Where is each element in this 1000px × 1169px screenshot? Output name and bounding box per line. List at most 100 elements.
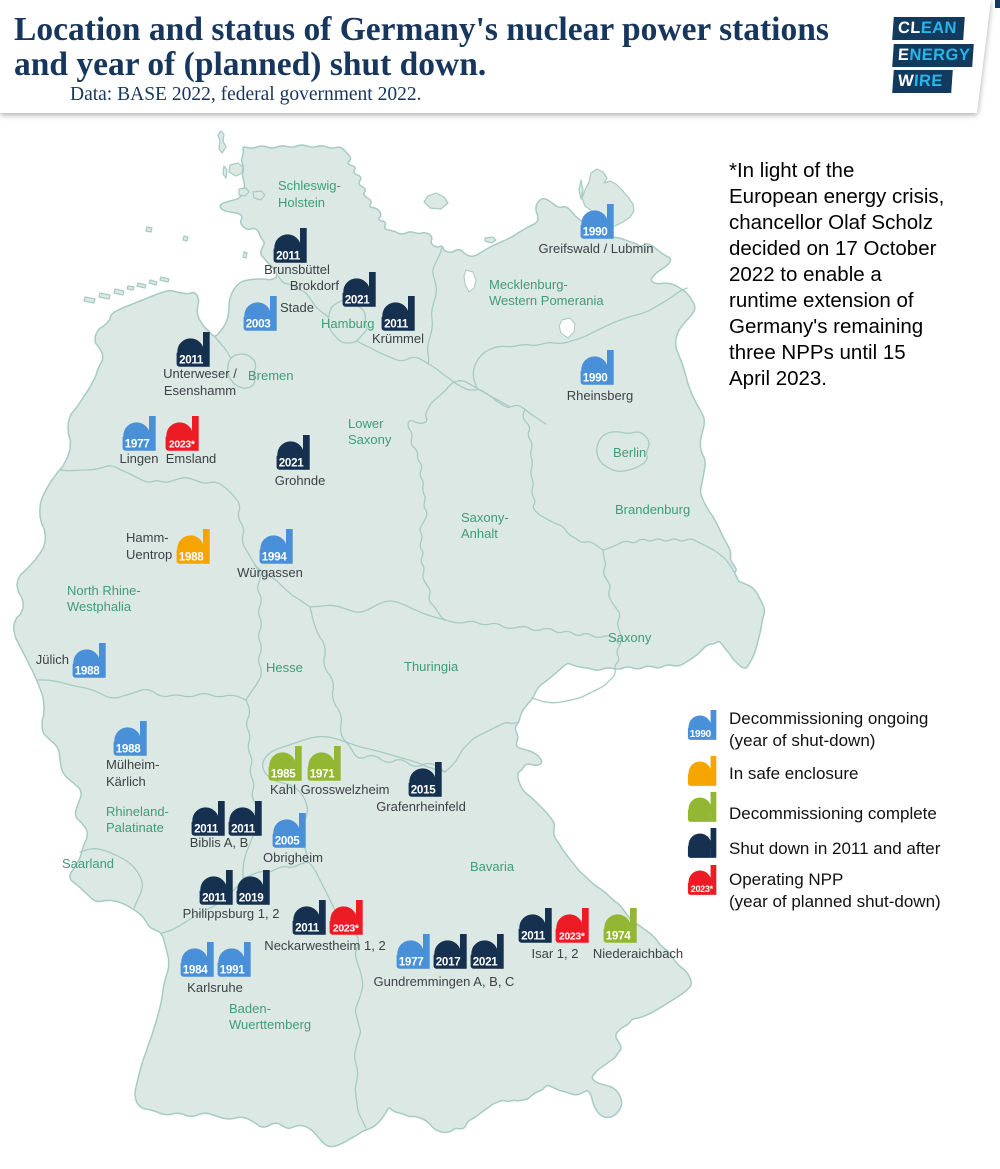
plant-marker-neckarwestheim-1-2-2: 2023* [329,900,363,935]
header: Location and status of Germany's nuclear… [0,0,1000,125]
island [242,251,248,259]
svg-text:2011: 2011 [231,822,256,835]
svg-text:1991: 1991 [220,963,245,976]
state-label-hesse: Hesse [266,659,303,675]
plant-marker-karlsruhe-1: 1984 [180,942,214,977]
state-border [472,287,688,391]
legend-icon-operating: 2023* [686,865,718,895]
plant-marker-kr-mmel: 2011 [381,296,415,331]
plant-label-hamm-uentrop: Hamm- Uentrop [126,530,173,562]
state-border [356,340,547,425]
plant-label-rheinsberg: Rheinsberg [566,388,634,403]
state-label-saxony-anhalt: Saxony- Anhalt [461,509,509,542]
state-label-baden-wuerttemberg: Baden- Wuerttemberg [229,1000,312,1033]
state-border [245,564,262,701]
svg-text:2021: 2021 [473,955,498,968]
svg-text:1984: 1984 [183,963,208,976]
plant-marker-kahl: 1985 [268,746,302,781]
plant-marker-philippsburg-1-2-1: 2011 [199,870,233,905]
plant-label-obrigheim: Obrigheim [263,850,323,865]
svg-text:2021: 2021 [279,456,304,469]
svg-text:2011: 2011 [179,353,204,366]
legend-label-decommissioning_complete: Decommissioning complete [729,804,937,823]
plant-marker-biblis-a-b-1: 2011 [191,801,225,836]
island [238,187,250,197]
plant-label-niederaichbach: Niederaichbach [592,946,684,961]
island [159,276,170,283]
clean-energy-wire-logo: CL EAN E NERGY W IRE [892,17,983,99]
svg-text:1990: 1990 [690,729,712,740]
svg-text:1977: 1977 [399,955,424,968]
svg-text:1988: 1988 [179,550,204,563]
state-label-hamburg: Hamburg [321,315,375,331]
island [136,282,147,289]
plant-label-karlsruhe: Karlsruhe [187,980,243,995]
plant-marker-niederaichbach: 1974 [603,908,637,943]
plant-label-w-rgassen: Würgassen [237,565,303,580]
plant-label-neckarwestheim-1-2: Neckarwestheim 1, 2 [264,938,386,953]
plant-marker-m-lheim-k-rlich: 1988 [113,721,147,756]
plant-marker-rheinsberg: 1990 [580,350,614,385]
svg-text:1988: 1988 [75,664,100,677]
state-label-saarland: Saarland [62,855,115,871]
plant-marker-brokdorf: 2021 [342,272,376,307]
state-label-rhineland-palatinate: Rhineland- Palatinate [106,803,169,836]
island [126,285,135,291]
page-title: Location and status of Germany's nuclear… [14,11,829,83]
svg-text:2023*: 2023* [559,931,586,942]
plant-label-biblis-a-b: Biblis A, B [189,835,249,850]
island [217,130,227,154]
plant-label-kr-mmel: Krümmel [371,331,425,346]
plant-label-isar-1-2: Isar 1, 2 [531,946,579,961]
island [484,236,497,244]
plant-label-grosswelzheim: Grosswelzheim [300,782,390,797]
state-label-lower-saxony: Lower Saxony [348,415,392,448]
island [578,179,584,200]
svg-text:2017: 2017 [436,955,461,968]
plant-marker-j-lich: 1988 [72,643,106,678]
plant-marker-philippsburg-1-2-2: 2019 [236,870,270,905]
state-border [444,721,520,773]
plant-marker-greifswald-lubmin: 1990 [580,204,614,239]
island [423,192,449,210]
svg-text:2023*: 2023* [333,923,360,934]
plant-label-stade: Stade [280,300,314,315]
state-border [254,564,311,608]
plant-marker-isar-1-2-1: 2011 [518,908,552,943]
plant-marker-grosswelzheim: 1971 [307,746,341,781]
svg-text:1990: 1990 [583,371,608,384]
plant-marker-emsland: 2023* [165,416,199,451]
plant-label-gundremmingen-a-b-c: Gundremmingen A, B, C [373,974,515,989]
svg-text:2019: 2019 [239,891,264,904]
state-label-thuringia: Thuringia [404,658,459,674]
plant-label-j-lich: Jülich [35,652,69,667]
island [83,296,96,304]
state-border [242,861,309,879]
svg-text:1994: 1994 [262,550,287,563]
plant-marker-gundremmingen-a-b-c-3: 2021 [470,934,504,969]
island [145,226,153,233]
state-border [522,408,604,551]
svg-text:1977: 1977 [125,437,150,450]
state-border [227,353,257,389]
state-label-saxony: Saxony [608,629,652,645]
plant-marker-neckarwestheim-1-2-1: 2011 [292,900,326,935]
state-label-bremen: Bremen [248,367,294,383]
state-label-berlin: Berlin [613,444,647,460]
header-band: Location and status of Germany's nuclear… [0,0,991,113]
plant-label-kahl: Kahl [269,782,297,797]
legend-label-decommissioning_ongoing: Decommissioning ongoing (year of shut-do… [729,709,929,750]
lake [558,317,576,339]
state-border [532,644,621,704]
legend-label-operating: Operating NPP (year of planned shut-down… [729,870,941,911]
svg-text:2003: 2003 [246,317,271,330]
plant-marker-gundremmingen-a-b-c-2: 2017 [433,934,467,969]
state-border [602,538,738,579]
svg-text:1985: 1985 [271,767,296,780]
plant-marker-hamm-uentrop: 1988 [176,529,210,564]
plant-label-philippsburg-1-2: Philippsburg 1, 2 [182,906,280,921]
state-label-north-rhine-westphalia: North Rhine- Westphalia [67,582,141,615]
state-border [59,465,256,566]
island [228,162,244,177]
plant-marker-karlsruhe-2: 1991 [217,942,251,977]
